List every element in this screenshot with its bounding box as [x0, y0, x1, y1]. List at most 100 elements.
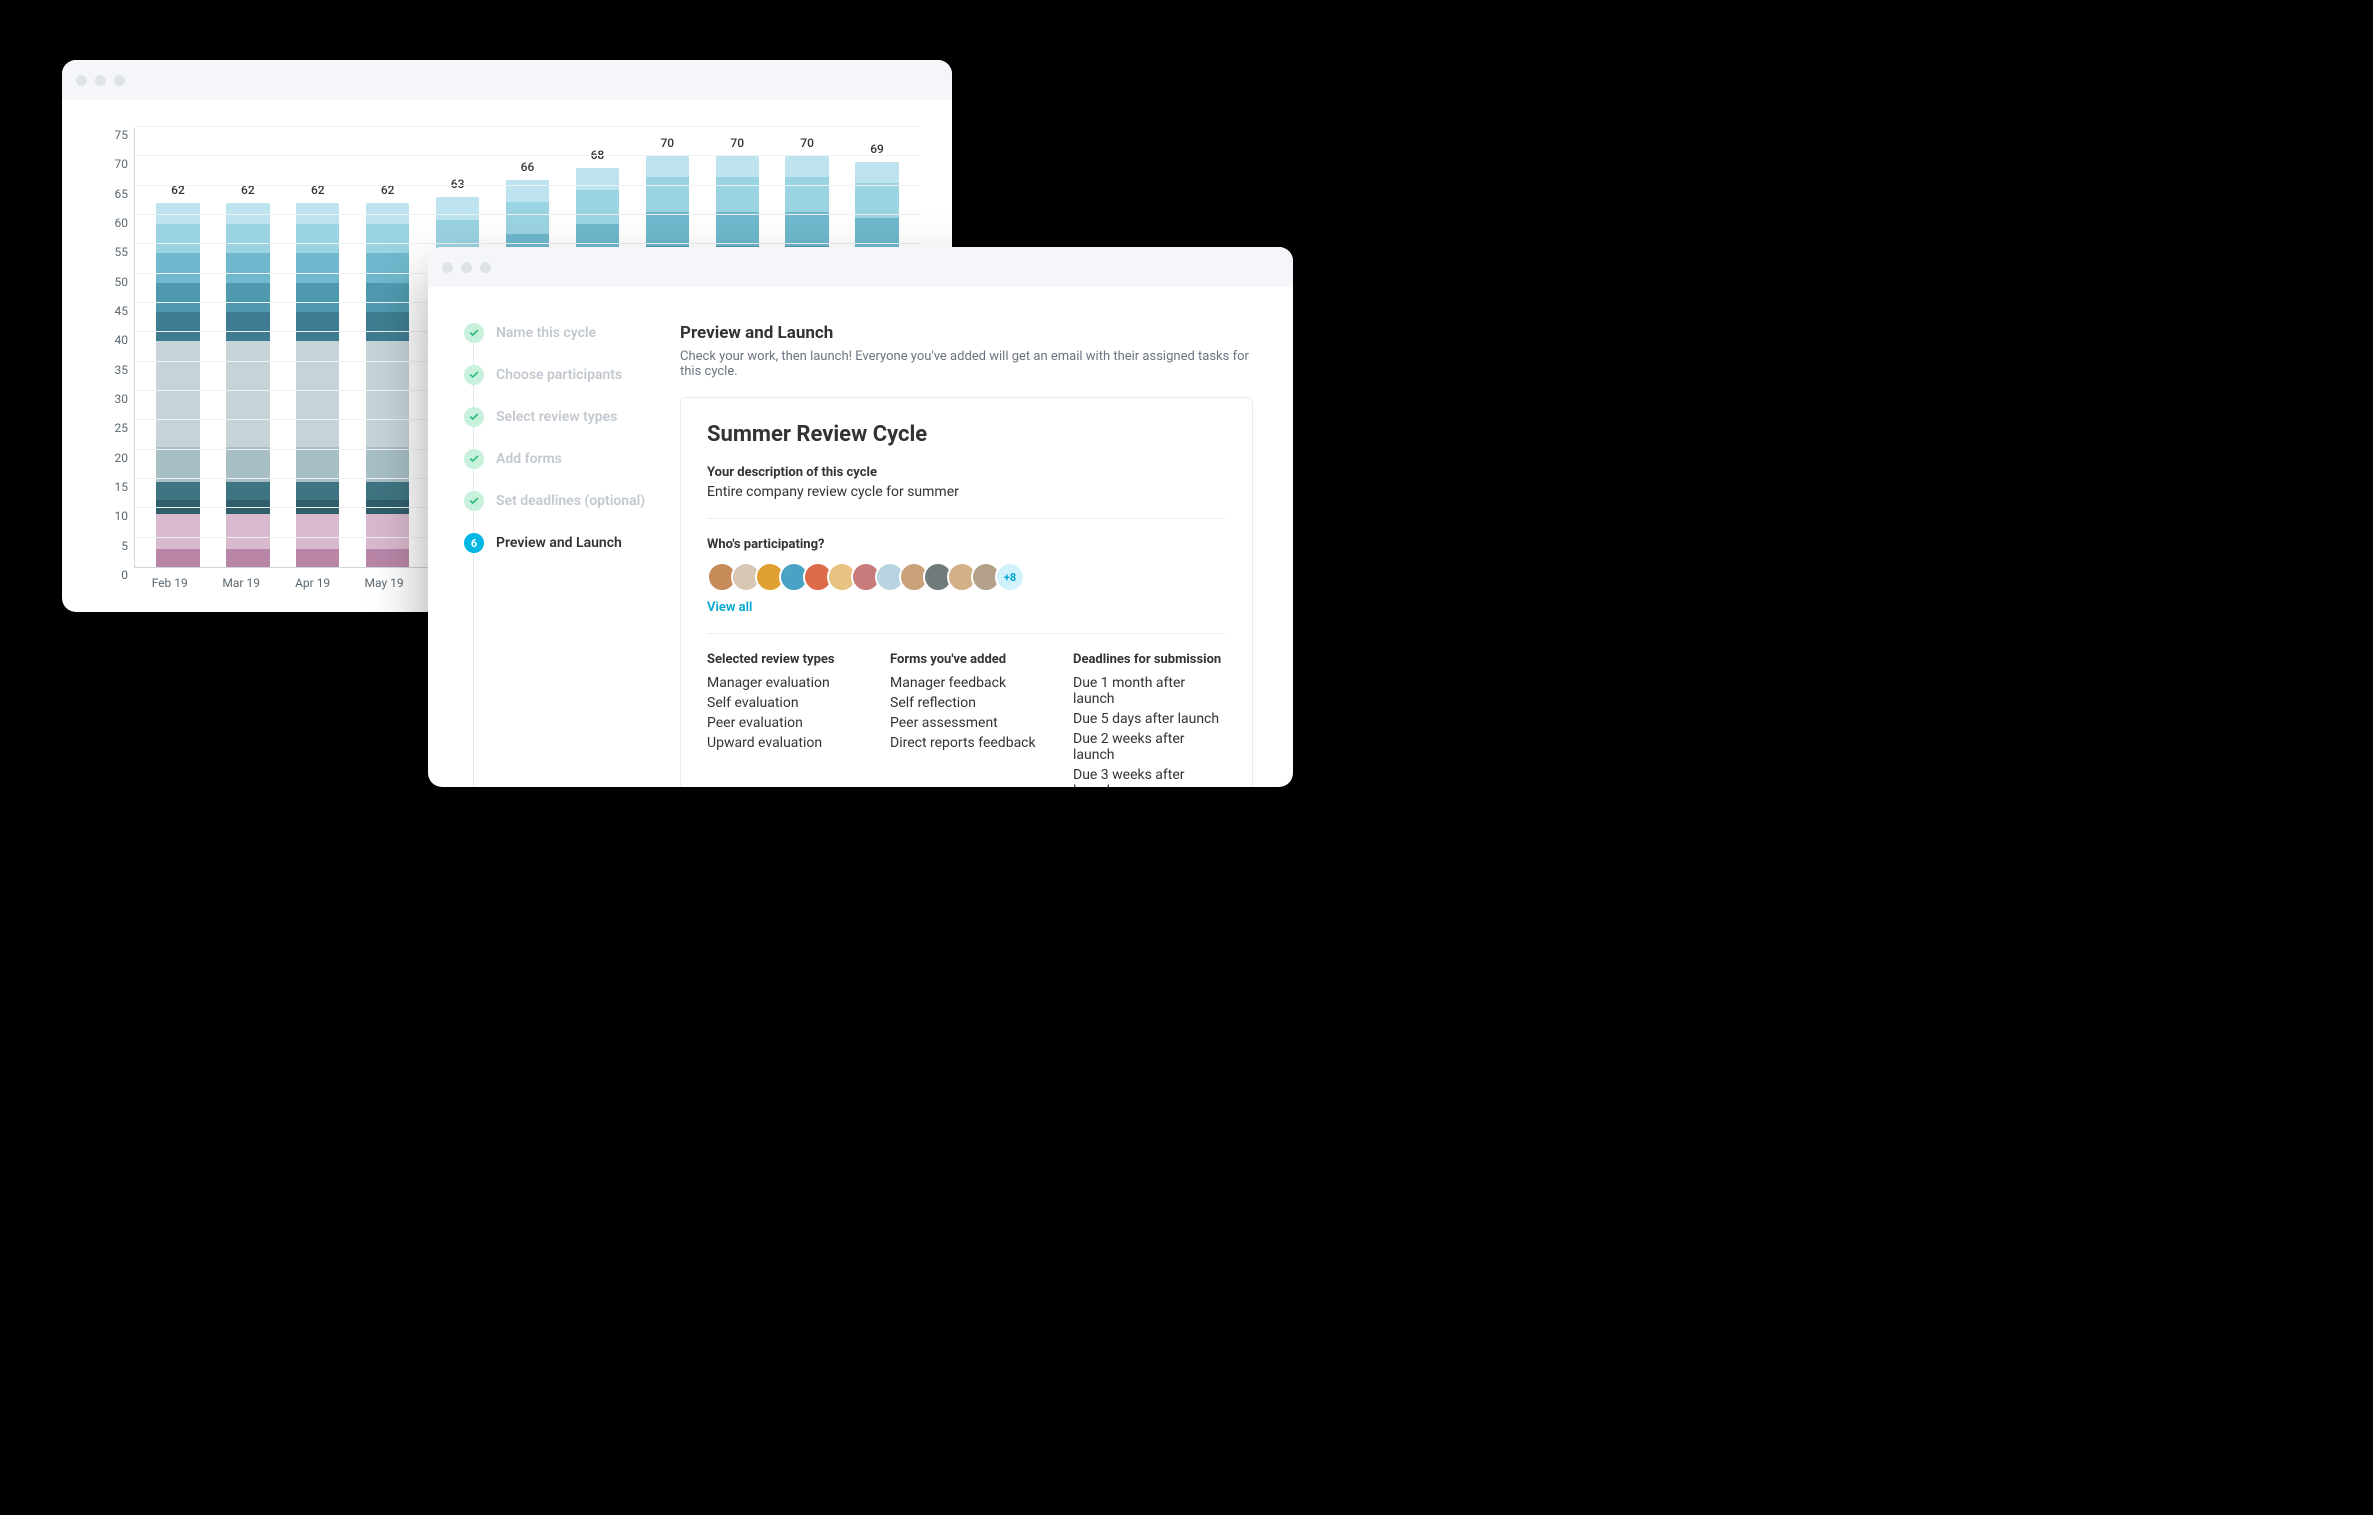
step-label: Name this cycle: [496, 325, 596, 341]
check-icon: [464, 365, 484, 385]
x-tick: May 19: [348, 576, 419, 590]
bar-segment: [855, 218, 898, 251]
column-item: Due 1 month after launch: [1073, 675, 1226, 707]
bar-segment: [296, 283, 339, 312]
stacked-bar[interactable]: [366, 203, 409, 567]
bar-total-label: 70: [660, 136, 674, 150]
bar-slot: 62: [213, 183, 283, 567]
bar-segment: [156, 341, 199, 447]
stacked-bar[interactable]: [226, 203, 269, 567]
bar-segment: [296, 514, 339, 549]
bar-segment: [296, 341, 339, 447]
bar-segment: [785, 156, 828, 177]
bar-segment: [646, 177, 689, 212]
bar-segment: [156, 447, 199, 482]
bar-segment: [226, 482, 269, 500]
y-tick: 70: [115, 157, 129, 171]
avatar-more-count[interactable]: +8: [995, 562, 1025, 592]
step-label: Choose participants: [496, 367, 622, 383]
step-number-badge: 6: [464, 533, 484, 553]
bar-slot: 62: [283, 183, 353, 567]
view-all-link[interactable]: View all: [707, 600, 1226, 615]
bar-segment: [366, 312, 409, 341]
wizard-step[interactable]: Name this cycle: [464, 323, 654, 343]
y-tick: 50: [115, 275, 129, 289]
stacked-bar[interactable]: [296, 203, 339, 567]
bar-total-label: 70: [730, 136, 744, 150]
column-item: Due 3 weeks after launch: [1073, 767, 1226, 787]
x-tick: Apr 19: [277, 576, 348, 590]
y-tick: 10: [115, 509, 129, 523]
traffic-light-close[interactable]: [442, 262, 453, 273]
stacked-bar[interactable]: [156, 203, 199, 567]
bar-segment: [785, 212, 828, 245]
bar-segment: [646, 156, 689, 177]
bar-segment: [156, 549, 199, 567]
y-tick: 20: [115, 451, 129, 465]
desc-value: Entire company review cycle for summer: [707, 484, 1226, 500]
y-tick: 35: [115, 363, 129, 377]
bar-segment: [156, 224, 199, 253]
bar-total-label: 70: [800, 136, 814, 150]
bar-segment: [366, 447, 409, 482]
check-icon: [464, 449, 484, 469]
y-tick: 65: [115, 187, 129, 201]
column-item: Manager feedback: [890, 675, 1043, 691]
y-tick: 15: [115, 480, 129, 494]
column-item: Due 5 days after launch: [1073, 711, 1226, 727]
desc-label: Your description of this cycle: [707, 465, 1226, 480]
wizard-step[interactable]: Choose participants: [464, 365, 654, 385]
bar-segment: [855, 162, 898, 183]
x-tick: Feb 19: [134, 576, 205, 590]
check-icon: [464, 491, 484, 511]
bar-segment: [226, 341, 269, 447]
wizard-titlebar: [428, 247, 1293, 287]
column-heading: Selected review types: [707, 652, 860, 667]
y-tick: 40: [115, 333, 129, 347]
column-item: Direct reports feedback: [890, 735, 1043, 751]
bar-slot: 62: [353, 183, 423, 567]
chart-y-axis: 051015202530354045505560657075: [98, 128, 134, 568]
traffic-light-max[interactable]: [480, 262, 491, 273]
wizard-step[interactable]: 6Preview and Launch: [464, 533, 654, 553]
step-label: Set deadlines (optional): [496, 493, 645, 509]
wizard-heading: Preview and Launch: [680, 323, 1253, 343]
traffic-light-max[interactable]: [114, 75, 125, 86]
y-tick: 60: [115, 216, 129, 230]
divider: [707, 633, 1226, 634]
column-item: Self reflection: [890, 695, 1043, 711]
bar-segment: [366, 514, 409, 549]
column-item: Peer evaluation: [707, 715, 860, 731]
wizard-step[interactable]: Set deadlines (optional): [464, 491, 654, 511]
bar-segment: [366, 341, 409, 447]
bar-segment: [226, 312, 269, 341]
bar-slot: 62: [143, 183, 213, 567]
step-label: Add forms: [496, 451, 562, 467]
wizard-main: Preview and Launch Check your work, then…: [680, 323, 1253, 787]
participant-avatars: +8: [707, 562, 1226, 592]
bar-segment: [436, 197, 479, 219]
wizard-step[interactable]: Select review types: [464, 407, 654, 427]
traffic-light-min[interactable]: [461, 262, 472, 273]
summary-column: Forms you've added Manager feedback Self r…: [890, 652, 1043, 787]
traffic-light-close[interactable]: [76, 75, 87, 86]
y-tick: 5: [121, 539, 128, 553]
bar-segment: [226, 447, 269, 482]
column-heading: Deadlines for submission: [1073, 652, 1226, 667]
bar-segment: [296, 482, 339, 500]
wizard-step[interactable]: Add forms: [464, 449, 654, 469]
bar-segment: [576, 168, 619, 190]
traffic-light-min[interactable]: [95, 75, 106, 86]
bar-total-label: 66: [521, 160, 535, 174]
bar-segment: [366, 283, 409, 312]
column-item: Upward evaluation: [707, 735, 860, 751]
summary-card: Summer Review Cycle Your description of …: [680, 397, 1253, 787]
bar-segment: [366, 253, 409, 282]
summary-column: Deadlines for submission Due 1 month afte…: [1073, 652, 1226, 787]
bar-segment: [785, 177, 828, 212]
bar-segment: [506, 202, 549, 235]
column-heading: Forms you've added: [890, 652, 1043, 667]
column-item: Due 2 weeks after launch: [1073, 731, 1226, 763]
x-tick: Mar 19: [205, 576, 276, 590]
bar-segment: [716, 177, 759, 212]
